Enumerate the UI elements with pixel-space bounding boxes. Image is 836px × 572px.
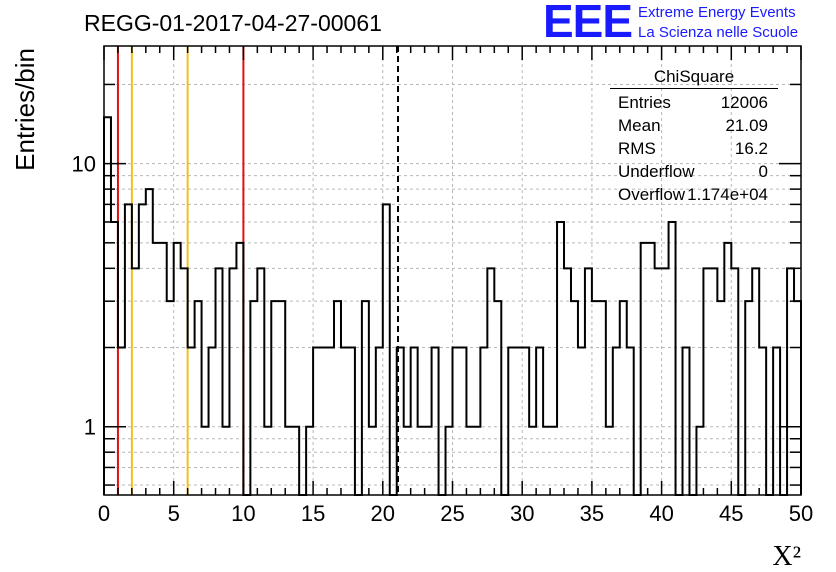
logo-line1: Extreme Energy Events xyxy=(638,4,796,21)
axis-ticks xyxy=(103,46,802,495)
stats-box: ChiSquare Entries 12006 Mean 21.09 RMS 16.2… xyxy=(610,66,778,206)
y-axis-label: Entries/bin xyxy=(10,48,40,171)
x-tick-label: 10 xyxy=(231,501,255,526)
y-tick-label: 10 xyxy=(72,152,96,177)
stats-label: Entries xyxy=(618,93,671,112)
x-tick-label: 25 xyxy=(440,501,464,526)
x-tick-label: 35 xyxy=(580,501,604,526)
axis-labels: 0 5 10 15 20 25 30 35 40 45 50 1 10 X² Entries/bin xyxy=(10,48,813,572)
stats-value: 21.09 xyxy=(725,116,768,135)
x-axis-label: X² xyxy=(772,541,801,572)
x-tick-label: 50 xyxy=(789,501,813,526)
stats-row: Mean 21.09 xyxy=(610,114,778,137)
stats-row: RMS 16.2 xyxy=(610,137,778,160)
stats-value: 1.174e+04 xyxy=(687,185,768,204)
stats-label: Overflow xyxy=(618,185,686,204)
stats-value: 16.2 xyxy=(734,139,768,158)
chart-title: REGG-01-2017-04-27-00061 xyxy=(84,10,382,36)
x-tick-label: 5 xyxy=(168,501,180,526)
x-tick-label: 30 xyxy=(510,501,534,526)
x-tick-label: 0 xyxy=(98,501,110,526)
stats-rule xyxy=(610,88,778,89)
y-tick-label: 1 xyxy=(84,415,96,440)
x-tick-label: 15 xyxy=(301,501,325,526)
stats-value: 0 xyxy=(758,162,768,181)
stats-row: Entries 12006 xyxy=(610,91,778,114)
x-tick-label: 40 xyxy=(649,501,673,526)
logo-line2: La Scienza nelle Scuole xyxy=(638,24,799,41)
stats-value: 12006 xyxy=(720,93,768,112)
stats-label: RMS xyxy=(618,139,656,158)
x-tick-label: 45 xyxy=(719,501,743,526)
stats-title: ChiSquare xyxy=(653,67,735,86)
stats-row: Overflow 1.174e+04 xyxy=(610,183,778,206)
logo-mark: EEE xyxy=(543,0,633,47)
stats-row: Underflow 0 xyxy=(610,160,778,183)
stats-label: Underflow xyxy=(618,162,695,181)
x-tick-label: 20 xyxy=(371,501,395,526)
stats-label: Mean xyxy=(618,116,661,135)
